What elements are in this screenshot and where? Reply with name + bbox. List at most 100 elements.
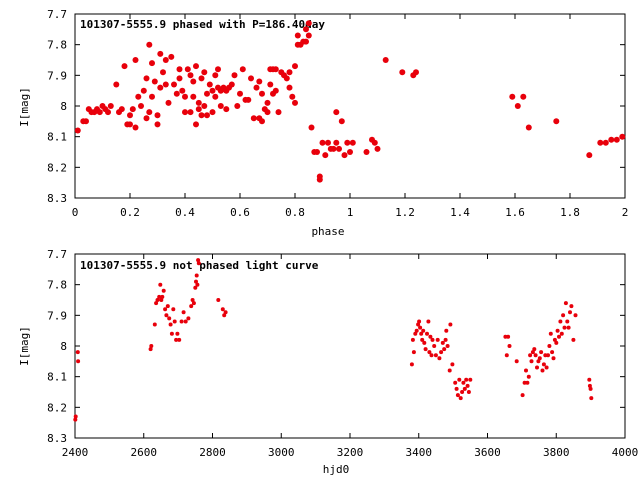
phased-data-point <box>96 109 103 116</box>
unphased-x-tick-label: 3600 <box>474 446 501 459</box>
unphased-data-point <box>195 282 200 287</box>
unphased-data-point <box>196 261 201 266</box>
phased-x-tick-label: 1.6 <box>505 206 525 219</box>
phased-data-point <box>212 72 219 79</box>
phased-data-point <box>256 78 263 85</box>
phased-data-point <box>195 99 202 106</box>
phased-data-point <box>292 99 298 106</box>
phased-data-point <box>165 99 172 106</box>
unphased-data-point <box>568 310 572 315</box>
unphased-data-point <box>507 344 512 348</box>
unphased-data-point <box>161 288 166 293</box>
unphased-y-axis-label: I[mag] <box>18 326 31 366</box>
unphased-data-point <box>163 307 168 312</box>
phased-data-point <box>325 139 331 146</box>
unphased-data-point <box>191 301 196 306</box>
unphased-data-point <box>565 319 570 324</box>
phased-data-point <box>127 121 133 128</box>
phased-data-point <box>138 103 144 109</box>
phased-data-point <box>201 103 208 109</box>
phased-data-point <box>314 149 320 155</box>
phased-data-point <box>237 90 243 97</box>
unphased-data-point <box>193 285 198 290</box>
unphased-data-point <box>539 350 544 355</box>
phased-data-point <box>231 72 238 79</box>
phased-data-point <box>413 69 419 76</box>
unphased-data-point <box>465 383 470 388</box>
phased-data-point <box>223 106 230 113</box>
unphased-data-point <box>559 331 564 336</box>
unphased-data-point <box>427 350 432 355</box>
unphased-data-point <box>569 304 574 309</box>
unphased-data-point <box>458 396 463 401</box>
phased-data-point <box>294 32 301 39</box>
phased-data-point <box>349 139 356 146</box>
unphased-data-point <box>566 325 571 330</box>
phased-data-point <box>151 78 158 85</box>
phased-data-point <box>602 139 609 146</box>
unphased-data-point <box>535 365 539 370</box>
phased-data-point <box>173 90 180 97</box>
unphased-data-point <box>526 374 531 379</box>
phased-data-point <box>149 60 155 67</box>
unphased-data-point <box>561 313 566 318</box>
unphased-data-point <box>450 362 455 367</box>
phased-data-point <box>193 63 199 70</box>
unphased-data-point <box>413 331 418 336</box>
unphased-data-point <box>148 347 153 352</box>
unphased-data-point <box>447 368 452 373</box>
phased-data-point <box>509 93 516 100</box>
unphased-plot-frame <box>74 253 626 439</box>
unphased-data-point <box>422 340 427 345</box>
unphased-data-point <box>554 340 559 345</box>
phased-data-point <box>586 152 593 159</box>
unphased-data-point <box>563 301 568 306</box>
unphased-data-point <box>186 316 191 321</box>
phased-data-point <box>190 78 197 85</box>
phased-data-point <box>333 109 340 116</box>
phased-data-point <box>553 118 560 125</box>
unphased-x-tick-label: 2800 <box>199 446 226 459</box>
unphased-light-curve-panel: 101307-5555.9 not phased light curve hjd… <box>18 248 638 476</box>
phased-data-point <box>228 81 235 88</box>
unphased-y-tick-label: 7.8 <box>47 279 67 292</box>
phased-data-point <box>176 66 183 73</box>
phased-plot-frame <box>74 13 626 199</box>
unphased-data-point <box>530 350 535 355</box>
unphased-data-point <box>183 319 188 324</box>
unphased-data-point <box>171 307 176 312</box>
phased-data-point <box>105 109 111 116</box>
unphased-data-point <box>440 340 445 345</box>
unphased-x-tick-label: 2600 <box>131 446 158 459</box>
unphased-data-point <box>73 414 78 419</box>
phased-data-point <box>371 139 378 146</box>
unphased-data-point <box>536 359 541 364</box>
unphased-data-point <box>443 337 448 342</box>
unphased-x-tick-label: 3800 <box>543 446 570 459</box>
phased-y-tick-label: 8.3 <box>47 192 67 205</box>
unphased-data-point <box>506 334 511 339</box>
phased-data-point <box>316 173 323 180</box>
phased-data-point <box>250 115 257 122</box>
unphased-data-point <box>155 298 160 302</box>
unphased-data-point <box>425 331 429 336</box>
unphased-data-point <box>461 380 466 385</box>
phased-data-point <box>341 152 348 159</box>
phased-data-point <box>171 81 177 88</box>
unphased-data-point <box>432 344 437 348</box>
phased-data-point <box>264 99 271 106</box>
phased-data-point <box>187 109 194 116</box>
phased-data-point <box>127 112 133 119</box>
phased-data-point <box>182 109 188 116</box>
unphased-data-point <box>154 301 159 306</box>
unphased-y-tick-label: 8.3 <box>47 432 67 445</box>
phased-chart-title: 101307-5555.9 phased with P=186.40day <box>80 18 325 31</box>
phased-data-point <box>619 133 626 140</box>
unphased-x-tick-label: 3000 <box>268 446 295 459</box>
unphased-data-point <box>453 380 458 385</box>
unphased-data-point <box>418 325 423 330</box>
unphased-data-point <box>409 362 414 367</box>
unphased-data-point <box>540 368 545 373</box>
phased-data-point <box>162 57 169 63</box>
